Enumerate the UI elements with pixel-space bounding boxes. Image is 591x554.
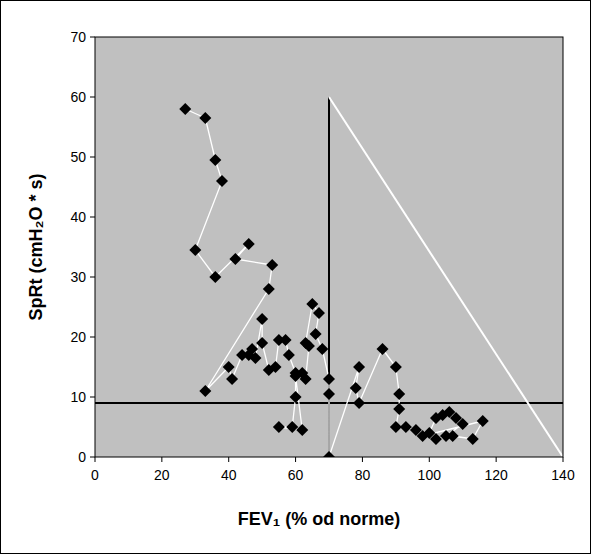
y-tick-label: 20 bbox=[70, 329, 86, 345]
plot-marks bbox=[95, 97, 563, 457]
diamond-marker bbox=[417, 430, 429, 442]
plot-frame bbox=[95, 37, 563, 457]
y-tick-label: 10 bbox=[70, 389, 86, 405]
diamond-marker bbox=[256, 313, 268, 325]
diamond-marker bbox=[273, 421, 285, 433]
diamond-marker bbox=[209, 154, 221, 166]
diamond-marker bbox=[306, 298, 318, 310]
diamond-marker bbox=[249, 352, 261, 364]
y-tick bbox=[90, 277, 95, 278]
series-line bbox=[185, 109, 483, 457]
diamond-marker bbox=[376, 343, 388, 355]
diamond-marker bbox=[189, 244, 201, 256]
diamond-marker bbox=[300, 373, 312, 385]
diamond-marker bbox=[400, 421, 412, 433]
x-tick bbox=[295, 457, 296, 462]
diamond-marker bbox=[353, 361, 365, 373]
x-tick bbox=[563, 457, 564, 462]
diamond-marker bbox=[393, 388, 405, 400]
x-tick bbox=[228, 457, 229, 462]
y-axis-title: SpRt (cmH₂O * s) bbox=[26, 173, 46, 320]
y-tick-label: 70 bbox=[70, 29, 86, 45]
diamond-marker bbox=[323, 388, 335, 400]
diamond-marker bbox=[179, 103, 191, 115]
x-tick-label: 120 bbox=[484, 467, 508, 483]
diamond-marker bbox=[199, 112, 211, 124]
diamond-marker bbox=[393, 403, 405, 415]
x-tick-label: 40 bbox=[221, 467, 237, 483]
diamond-marker bbox=[353, 397, 365, 409]
diamond-marker bbox=[296, 424, 308, 436]
y-tick bbox=[90, 37, 95, 38]
y-tick-label: 60 bbox=[70, 89, 86, 105]
x-tick-label: 100 bbox=[418, 467, 442, 483]
diamond-marker bbox=[323, 373, 335, 385]
diamond-marker bbox=[323, 451, 335, 457]
y-tick-label: 40 bbox=[70, 209, 86, 225]
diamond-marker bbox=[263, 283, 275, 295]
y-tick bbox=[90, 157, 95, 158]
diamond-marker bbox=[300, 337, 312, 349]
y-tick bbox=[90, 97, 95, 98]
diamond-marker bbox=[286, 421, 298, 433]
diamond-marker bbox=[270, 361, 282, 373]
diamond-marker bbox=[226, 373, 238, 385]
reference-line bbox=[329, 97, 563, 457]
y-tick bbox=[90, 217, 95, 218]
x-tick-label: 140 bbox=[551, 467, 575, 483]
x-tick-label: 60 bbox=[288, 467, 304, 483]
x-tick-label: 20 bbox=[154, 467, 170, 483]
x-tick-label: 0 bbox=[91, 467, 99, 483]
diamond-marker bbox=[447, 430, 459, 442]
diamond-marker bbox=[199, 385, 211, 397]
x-axis-title: FEV₁ (% od norme) bbox=[238, 509, 400, 529]
chart-border bbox=[1, 1, 591, 554]
y-tick-label: 30 bbox=[70, 269, 86, 285]
diamond-marker bbox=[457, 418, 469, 430]
diamond-marker bbox=[316, 343, 328, 355]
diamond-marker bbox=[313, 307, 325, 319]
x-tick bbox=[496, 457, 497, 462]
diamond-marker bbox=[266, 259, 278, 271]
diamond-marker bbox=[350, 382, 362, 394]
x-tick bbox=[95, 457, 96, 462]
diamond-marker bbox=[280, 334, 292, 346]
diamond-marker bbox=[216, 175, 228, 187]
x-tick-label: 80 bbox=[355, 467, 371, 483]
y-tick bbox=[90, 457, 95, 458]
y-tick bbox=[90, 397, 95, 398]
diamond-marker bbox=[209, 271, 221, 283]
diamond-marker bbox=[310, 328, 322, 340]
chart: 0 20 40 60 80 100 120 140 0 10 20 30 40 50 60 70 FEV₁ (%… bbox=[0, 0, 591, 554]
diamond-marker bbox=[256, 337, 268, 349]
x-tick bbox=[161, 457, 162, 462]
x-tick bbox=[362, 457, 363, 462]
diamond-marker bbox=[467, 433, 479, 445]
diamond-marker bbox=[283, 349, 295, 361]
diamond-marker bbox=[430, 433, 442, 445]
x-tick bbox=[429, 457, 430, 462]
diamond-marker bbox=[390, 361, 402, 373]
plot-area bbox=[95, 37, 563, 457]
y-tick-label: 0 bbox=[78, 449, 86, 465]
diamond-marker bbox=[290, 391, 302, 403]
diamond-marker bbox=[223, 361, 235, 373]
y-tick-label: 50 bbox=[70, 149, 86, 165]
diamond-marker bbox=[243, 238, 255, 250]
diamond-marker bbox=[477, 415, 489, 427]
y-tick bbox=[90, 337, 95, 338]
diamond-marker bbox=[229, 253, 241, 265]
